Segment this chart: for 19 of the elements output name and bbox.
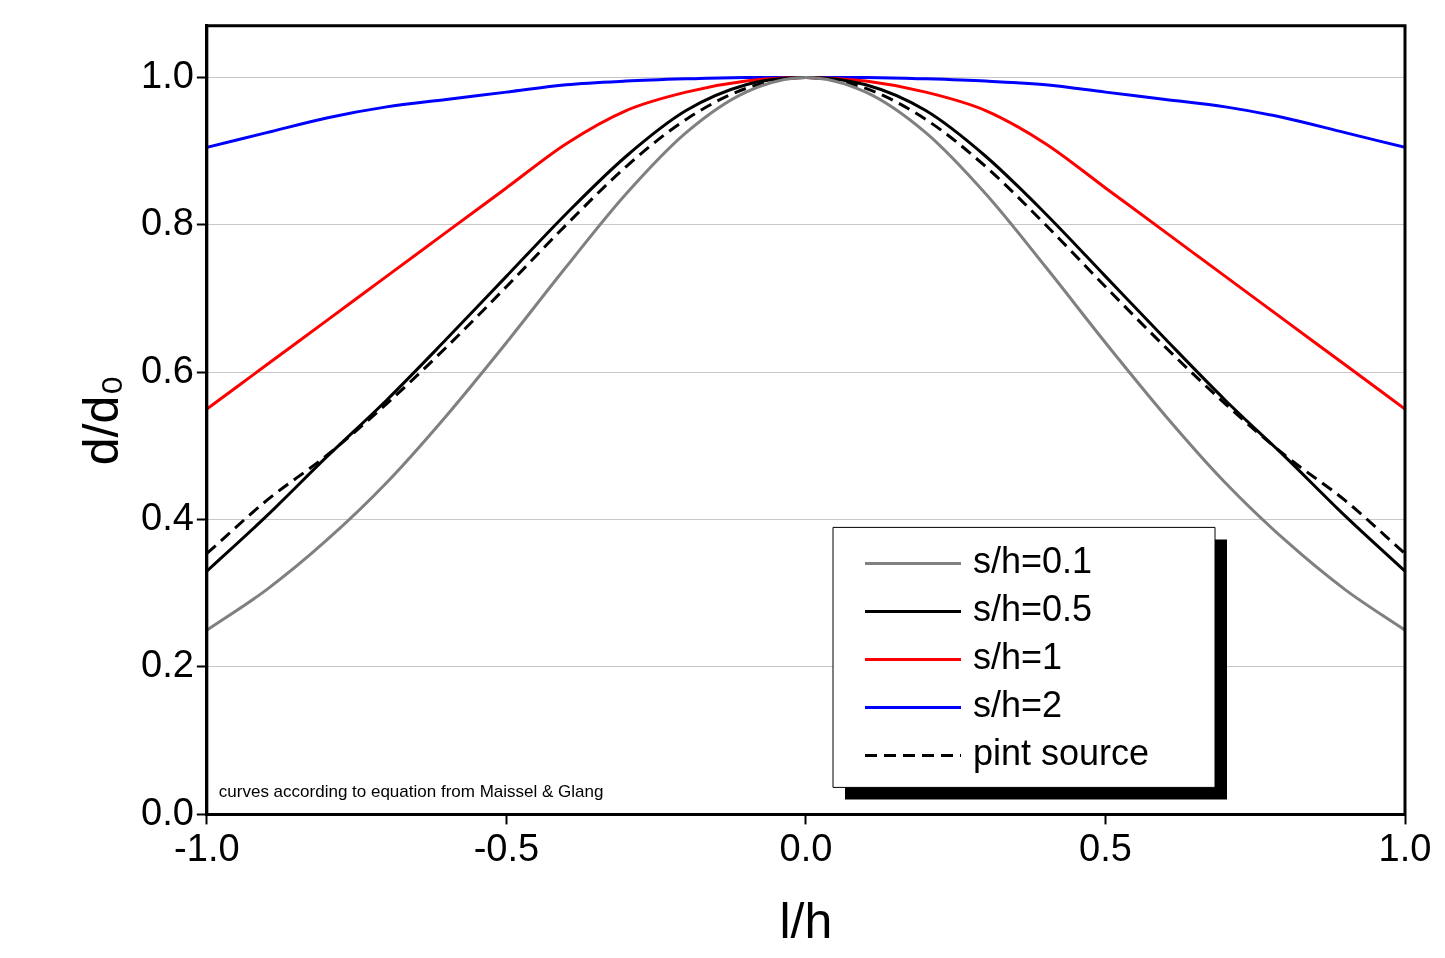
x-tick-label: 0.5 — [1079, 826, 1132, 869]
y-axis-title: d/d₀ — [72, 374, 129, 466]
x-tick-label: -0.5 — [473, 826, 540, 869]
annotation: curves according to equation from Maissel & Glang — [218, 782, 604, 802]
legend-label: s/h=1 — [973, 636, 1063, 678]
line-series — [206, 75, 1405, 149]
legend-label: pint source — [973, 732, 1150, 774]
y-tick-label: 0.4 — [141, 496, 194, 539]
y-tick-label: 0.6 — [141, 348, 194, 391]
x-axis-title: l/h — [779, 892, 833, 949]
y-tick-label: 0.2 — [141, 643, 194, 686]
legend-label: s/h=0.1 — [973, 540, 1093, 582]
legend-label: s/h=2 — [973, 684, 1063, 726]
legend-label: s/h=0.5 — [973, 588, 1093, 630]
line-series — [206, 75, 1405, 411]
y-tick-label: 1.0 — [141, 53, 194, 96]
x-tick-label: 0.0 — [779, 826, 833, 869]
x-tick-label: 1.0 — [1378, 826, 1432, 869]
y-tick-label: 0.8 — [141, 201, 194, 244]
